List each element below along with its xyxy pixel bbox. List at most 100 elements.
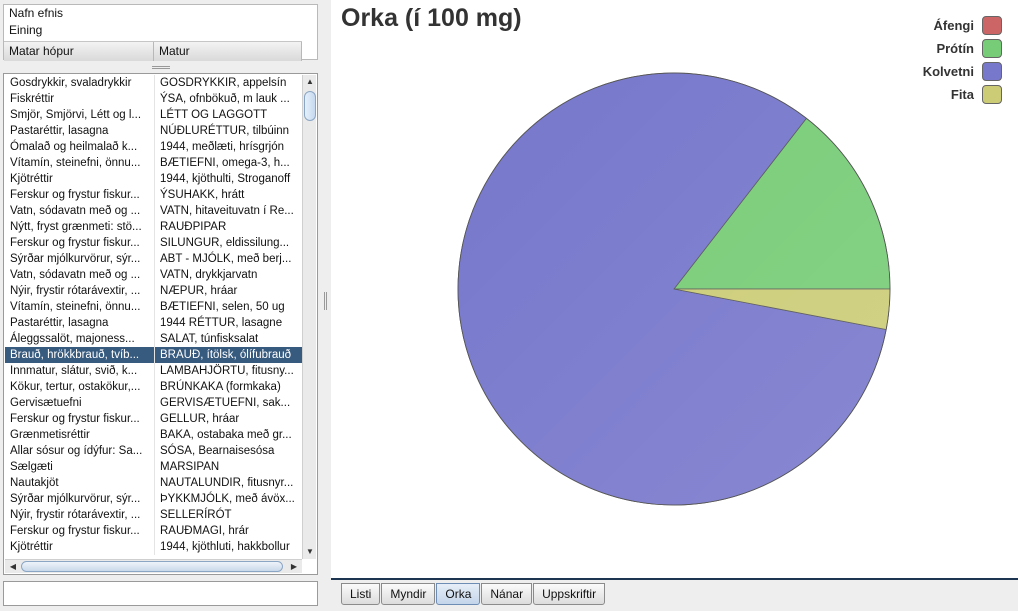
chart-panel: Orka (í 100 mg) Áfengi Prótín Kolvetni Fita <box>331 0 1018 578</box>
tab-n-nar[interactable]: Nánar <box>481 583 533 605</box>
chart-legend: Áfengi Prótín Kolvetni Fita <box>923 14 1002 106</box>
search-input[interactable] <box>3 581 318 606</box>
table-row[interactable]: Sælgæti MARSIPAN <box>5 459 304 475</box>
table-row[interactable]: Kjötréttir 1944, kjöthluti, hakkbollur <box>5 539 304 555</box>
food-name-cell: SELLERÍRÓT <box>160 509 232 521</box>
table-row[interactable]: Pastaréttir, lasagna NÚÐLURÉTTUR, tilbúin… <box>5 123 304 139</box>
table-row[interactable]: Kjötréttir 1944, kjöthulti, Stroganoff <box>5 171 304 187</box>
table-row[interactable]: Vatn, sódavatn með og ... VATN, drykkjarv… <box>5 267 304 283</box>
table-row[interactable]: Vatn, sódavatn með og ... VATN, hitaveitu… <box>5 203 304 219</box>
food-group-cell: Nýir, frystir rótarávextir, ... <box>5 507 155 523</box>
legend-item: Prótín <box>923 37 1002 60</box>
food-group-cell: Ómalað og heilmalað k... <box>5 139 155 155</box>
food-group-cell: Pastaréttir, lasagna <box>5 315 155 331</box>
property-row-unit: Eining <box>9 23 43 37</box>
tab-listi[interactable]: Listi <box>341 583 381 605</box>
food-group-cell: Innmatur, slátur, svið, k... <box>5 363 155 379</box>
table-row[interactable]: Innmatur, slátur, svið, k... LAMBAHJÖRTU,… <box>5 363 304 379</box>
table-row[interactable]: Sýrðar mjólkurvörur, sýr... ÞYKKMJÓLK, me… <box>5 491 304 507</box>
vertical-splitter[interactable] <box>321 0 331 611</box>
table-row[interactable]: Vítamín, steinefni, önnu... BÆTIEFNI, ome… <box>5 155 304 171</box>
legend-label: Áfengi <box>933 18 974 33</box>
horizontal-scroll-thumb[interactable] <box>21 561 283 572</box>
food-name-cell: LAMBAHJÖRTU, fitusny... <box>160 365 294 377</box>
scroll-down-icon[interactable]: ▼ <box>306 547 314 556</box>
food-name-cell: 1944, kjöthulti, Stroganoff <box>160 173 291 185</box>
tab-uppskriftir[interactable]: Uppskriftir <box>533 583 606 605</box>
tab-myndir[interactable]: Myndir <box>381 583 436 605</box>
food-group-cell: Kökur, tertur, ostakökur,... <box>5 379 155 395</box>
table-row[interactable]: Ferskur og frystur fiskur... GELLUR, hráa… <box>5 411 304 427</box>
table-row[interactable]: Kökur, tertur, ostakökur,... BRÚNKAKA (fo… <box>5 379 304 395</box>
splitter-grip-icon <box>324 292 327 310</box>
scroll-left-icon[interactable]: ◀ <box>9 562 17 571</box>
legend-item: Fita <box>923 83 1002 106</box>
food-name-cell: RAUÐPIPAR <box>160 221 227 233</box>
food-group-cell: Vítamín, steinefni, önnu... <box>5 155 155 171</box>
food-name-cell: ÞYKKMJÓLK, með ávöx... <box>160 493 295 505</box>
food-name-cell: MARSIPAN <box>160 461 220 473</box>
table-row[interactable]: Sýrðar mjólkurvörur, sýr... ABT - MJÓLK, … <box>5 251 304 267</box>
food-name-cell: ÝSA, ofnbökuð, m lauk ... <box>160 93 290 105</box>
food-group-cell: Kjötréttir <box>5 539 155 555</box>
table-row[interactable]: Grænmetisréttir BAKA, ostabaka með gr... <box>5 427 304 443</box>
table-row[interactable]: Nýtt, fryst grænmeti: stö... RAUÐPIPAR <box>5 219 304 235</box>
food-group-cell: Sýrðar mjólkurvörur, sýr... <box>5 491 155 507</box>
horizontal-scrollbar[interactable]: ◀ ▶ <box>5 559 302 573</box>
food-group-cell: Ferskur og frystur fiskur... <box>5 411 155 427</box>
table-row[interactable]: Nýir, frystir rótarávextir, ... SELLERÍRÓ… <box>5 507 304 523</box>
food-name-cell: BRAUÐ, ítölsk, ólífubrauð <box>160 349 292 361</box>
food-name-cell: GELLUR, hráar <box>160 413 240 425</box>
left-panel: Nafn efnis Eining Matar hópur Matur Gosd… <box>0 0 321 611</box>
table-row[interactable]: Allar sósur og ídýfur: Sa... SÓSA, Bearna… <box>5 443 304 459</box>
legend-swatch <box>982 39 1002 58</box>
food-group-cell: Kjötréttir <box>5 171 155 187</box>
table-row[interactable]: Ómalað og heilmalað k... 1944, meðlæti, h… <box>5 139 304 155</box>
column-header-food[interactable]: Matur <box>154 42 302 61</box>
table-row[interactable]: Gosdrykkir, svaladrykkir GOSDRYKKIR, appe… <box>5 75 304 91</box>
food-name-cell: NÚÐLURÉTTUR, tilbúinn <box>160 125 290 137</box>
food-name-cell: VATN, drykkjarvatn <box>160 269 258 281</box>
vertical-scroll-thumb[interactable] <box>304 91 316 121</box>
properties-header: Matar hópur Matur <box>4 41 302 61</box>
food-group-cell: Gosdrykkir, svaladrykkir <box>5 75 155 91</box>
legend-swatch <box>982 16 1002 35</box>
food-name-cell: GOSDRYKKIR, appelsín <box>160 77 287 89</box>
column-header-food-group[interactable]: Matar hópur <box>4 42 154 61</box>
food-name-cell: NÆPUR, hráar <box>160 285 238 297</box>
legend-label: Kolvetni <box>922 64 974 79</box>
table-row[interactable]: Ferskur og frystur fiskur... ÝSUHAKK, hrá… <box>5 187 304 203</box>
food-name-cell: GERVISÆTUEFNI, sak... <box>160 397 291 409</box>
table-row[interactable]: Brauð, hrökkbrauð, tvíb... BRAUÐ, ítölsk,… <box>5 347 304 363</box>
food-group-cell: Vatn, sódavatn með og ... <box>5 267 155 283</box>
table-row[interactable]: Nýir, frystir rótarávextir, ... NÆPUR, hr… <box>5 283 304 299</box>
table-row[interactable]: Gervisætuefni GERVISÆTUEFNI, sak... <box>5 395 304 411</box>
food-name-cell: ÝSUHAKK, hrátt <box>160 189 245 201</box>
food-group-cell: Sælgæti <box>5 459 155 475</box>
table-row[interactable]: Vítamín, steinefni, önnu... BÆTIEFNI, sel… <box>5 299 304 315</box>
food-group-cell: Vatn, sódavatn með og ... <box>5 203 155 219</box>
horizontal-splitter[interactable] <box>0 62 321 72</box>
pie-chart <box>457 72 891 506</box>
food-group-cell: Nýtt, fryst grænmeti: stö... <box>5 219 155 235</box>
table-row[interactable]: Smjör, Smjörvi, Létt og l... LÉTT OG LAGG… <box>5 107 304 123</box>
food-group-cell: Brauð, hrökkbrauð, tvíb... <box>5 347 155 363</box>
legend-item: Áfengi <box>923 14 1002 37</box>
table-row[interactable]: Pastaréttir, lasagna 1944 RÉTTUR, lasagne <box>5 315 304 331</box>
vertical-scrollbar[interactable]: ▲ ▼ <box>302 75 316 559</box>
food-group-cell: Ferskur og frystur fiskur... <box>5 235 155 251</box>
food-name-cell: LÉTT OG LAGGOTT <box>160 109 268 121</box>
scroll-right-icon[interactable]: ▶ <box>290 562 298 571</box>
table-row[interactable]: Ferskur og frystur fiskur... SILUNGUR, el… <box>5 235 304 251</box>
splitter-grip-icon <box>151 65 170 69</box>
scroll-up-icon[interactable]: ▲ <box>306 77 314 86</box>
table-row[interactable]: Ferskur og frystur fiskur... RAUÐMAGI, hr… <box>5 523 304 539</box>
table-row[interactable]: Nautakjöt NAUTALUNDIR, fitusnyr... <box>5 475 304 491</box>
food-name-cell: BRÚNKAKA (formkaka) <box>160 381 281 393</box>
food-list-rows: Gosdrykkir, svaladrykkir GOSDRYKKIR, appe… <box>5 75 304 555</box>
food-group-cell: Fiskréttir <box>5 91 155 107</box>
table-row[interactable]: Áleggssalöt, majoness... SALAT, túnfisksa… <box>5 331 304 347</box>
table-row[interactable]: Fiskréttir ÝSA, ofnbökuð, m lauk ... <box>5 91 304 107</box>
pie-outline <box>457 72 891 506</box>
tab-orka[interactable]: Orka <box>436 583 481 605</box>
